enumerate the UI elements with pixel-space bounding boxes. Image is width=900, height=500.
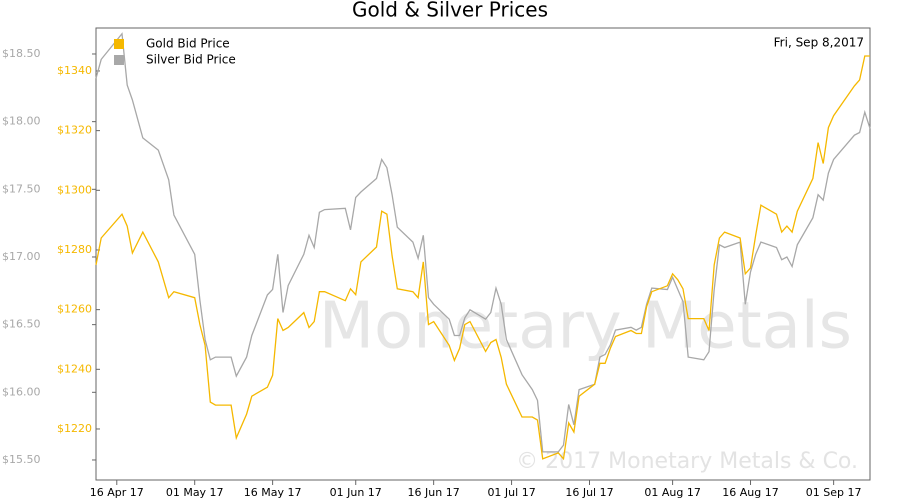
x-tick-label: 16 Jun 17 bbox=[408, 486, 460, 499]
y2-tick-label: $1300 bbox=[57, 183, 92, 196]
y2-tick-label: $1240 bbox=[57, 362, 92, 375]
y-tick-label: $17.50 bbox=[2, 182, 41, 195]
y2-tick-label: $1320 bbox=[57, 124, 92, 137]
y2-tick-label: $1260 bbox=[57, 303, 92, 316]
x-tick-label: 16 Aug 17 bbox=[722, 486, 778, 499]
plot-frame bbox=[95, 27, 871, 481]
y-tick-label: $15.50 bbox=[2, 453, 41, 466]
series-line bbox=[95, 32, 871, 453]
y-tick-label: $18.00 bbox=[2, 115, 41, 128]
x-tick-label: 16 Apr 17 bbox=[90, 486, 144, 499]
copyright: © 2017 Monetary Metals & Co. bbox=[516, 449, 858, 474]
x-tick-label: 16 May 17 bbox=[244, 486, 302, 499]
legend-swatch bbox=[114, 39, 124, 49]
y-tick-label: $17.00 bbox=[2, 250, 41, 263]
watermark: Monetary Metals bbox=[319, 290, 852, 364]
y2-tick-label: $1280 bbox=[57, 243, 92, 256]
chart-title: Gold & Silver Prices bbox=[352, 0, 548, 22]
x-tick-label: 01 May 17 bbox=[166, 486, 224, 499]
y-tick-label: $16.00 bbox=[2, 385, 41, 398]
legend-label: Gold Bid Price bbox=[146, 37, 230, 51]
y2-tick-label: $1340 bbox=[57, 64, 92, 77]
y-tick-label: $18.50 bbox=[2, 47, 41, 60]
date-label: Fri, Sep 8,2017 bbox=[774, 36, 864, 50]
y-tick-label: $16.50 bbox=[2, 318, 41, 331]
x-tick-label: 01 Aug 17 bbox=[644, 486, 700, 499]
x-tick-label: 01 Jul 17 bbox=[487, 486, 535, 499]
legend-swatch bbox=[114, 55, 124, 65]
series-line bbox=[95, 55, 870, 461]
y2-tick-label: $1220 bbox=[57, 422, 92, 435]
x-tick-label: 01 Jun 17 bbox=[330, 486, 382, 499]
x-tick-label: 16 Jul 17 bbox=[565, 486, 613, 499]
legend-label: Silver Bid Price bbox=[146, 53, 236, 67]
x-tick-label: 01 Sep 17 bbox=[806, 486, 862, 499]
